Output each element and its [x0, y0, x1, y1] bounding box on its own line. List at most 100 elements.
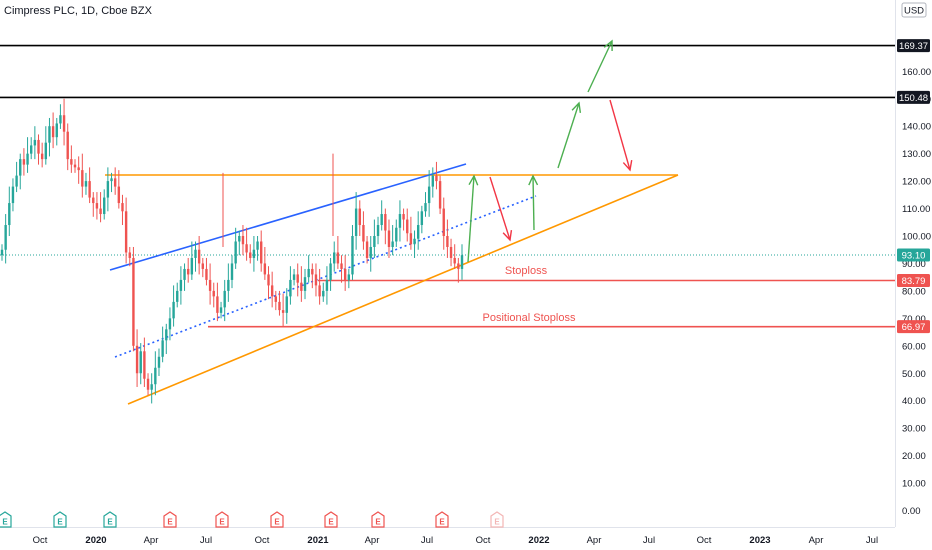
svg-text:150.48: 150.48	[899, 93, 928, 104]
candle	[384, 208, 387, 245]
svg-text:E: E	[2, 518, 8, 527]
svg-text:E: E	[107, 518, 113, 527]
candle	[15, 161, 18, 193]
currency-label: USD	[904, 6, 924, 17]
candle	[48, 117, 51, 157]
candle	[8, 186, 11, 236]
candle	[234, 227, 237, 269]
candle	[351, 225, 354, 280]
candle	[380, 200, 383, 231]
up-arrow	[587, 39, 613, 93]
candle	[40, 142, 44, 168]
channel-lower-line	[114, 195, 537, 358]
earnings-icon[interactable]: E	[163, 511, 177, 528]
candle	[314, 263, 318, 297]
price-tick-label: 90.00	[902, 259, 926, 270]
time-tick-label: Apr	[809, 535, 824, 546]
candle	[347, 268, 351, 289]
svg-text:E: E	[439, 518, 445, 527]
candle	[208, 263, 212, 305]
earnings-icon[interactable]: E	[490, 511, 504, 528]
candle	[230, 255, 234, 289]
candle	[303, 268, 307, 300]
candle	[132, 246, 135, 352]
candle	[249, 244, 252, 264]
candle	[369, 236, 372, 272]
candle	[73, 159, 77, 173]
candle	[256, 236, 259, 261]
price-tick-label: 70.00	[902, 314, 926, 325]
svg-text:83.79: 83.79	[902, 276, 926, 287]
candle	[66, 123, 69, 171]
candle	[88, 167, 91, 204]
earnings-icon[interactable]: E	[103, 511, 117, 528]
candle	[387, 219, 391, 258]
candle	[238, 230, 241, 256]
candle	[333, 241, 336, 272]
price-tick-label: 80.00	[902, 286, 926, 297]
earnings-icon[interactable]: E	[270, 511, 284, 528]
price-tag: 83.79	[897, 273, 930, 287]
price-tick-label: 100.00	[902, 232, 931, 243]
earnings-icon[interactable]: E	[324, 511, 338, 528]
price-tick-label: 10.00	[902, 479, 926, 490]
candle	[26, 137, 29, 173]
chart-title: Cimpress PLC, 1D, Cboe BZX	[4, 5, 153, 17]
candle	[106, 167, 110, 212]
time-tick-label: Oct	[697, 535, 712, 546]
candle	[457, 257, 460, 283]
candle	[267, 266, 270, 300]
price-tick-label: 0.00	[902, 506, 921, 517]
candle	[161, 326, 164, 363]
candle	[245, 227, 248, 261]
time-tick-label: Oct	[476, 535, 491, 546]
candle	[281, 293, 285, 327]
svg-text:169.37: 169.37	[899, 41, 928, 52]
earnings-icon[interactable]: E	[0, 511, 12, 528]
candle	[453, 244, 456, 269]
earnings-icon[interactable]: E	[371, 511, 385, 528]
candle	[205, 257, 208, 286]
candle	[391, 225, 394, 256]
candle	[103, 189, 106, 220]
candle	[395, 219, 398, 247]
earnings-icon[interactable]: E	[53, 511, 67, 528]
candle	[30, 137, 33, 160]
candle	[373, 219, 376, 258]
candle	[113, 167, 117, 195]
candle	[285, 288, 288, 324]
candle	[183, 263, 186, 291]
price-tags: 169.37 150.48 93.10 83.79 66.97	[897, 39, 930, 334]
time-tick-label: Jul	[421, 535, 433, 546]
candle	[70, 145, 73, 173]
candle	[154, 351, 157, 396]
positional-stoploss-label: Positional Stoploss	[483, 312, 576, 324]
candle	[311, 263, 314, 289]
candle	[460, 244, 464, 280]
candle	[121, 194, 124, 226]
candle	[124, 197, 128, 264]
up-arrow	[467, 174, 479, 263]
earnings-icon[interactable]: E	[435, 511, 449, 528]
candle	[165, 323, 168, 355]
candle	[300, 266, 303, 302]
price-tick-label: 160.00	[902, 67, 931, 78]
candle	[150, 373, 153, 404]
svg-text:66.97: 66.97	[902, 322, 926, 333]
candle	[22, 148, 26, 176]
earnings-icon[interactable]: E	[215, 511, 229, 528]
currency-selector[interactable]: USD	[901, 2, 927, 18]
price-tick-label: 140.00	[902, 122, 931, 133]
candle	[438, 175, 442, 215]
candle	[322, 282, 325, 302]
down-arrow	[489, 176, 513, 242]
plot-area[interactable]	[0, 0, 895, 527]
candle	[435, 161, 438, 190]
candle	[398, 200, 402, 242]
drawing-lines	[0, 44, 895, 405]
candle	[241, 225, 245, 256]
time-tick-label: 2021	[307, 535, 329, 546]
candle	[424, 192, 427, 217]
candle	[176, 282, 179, 308]
